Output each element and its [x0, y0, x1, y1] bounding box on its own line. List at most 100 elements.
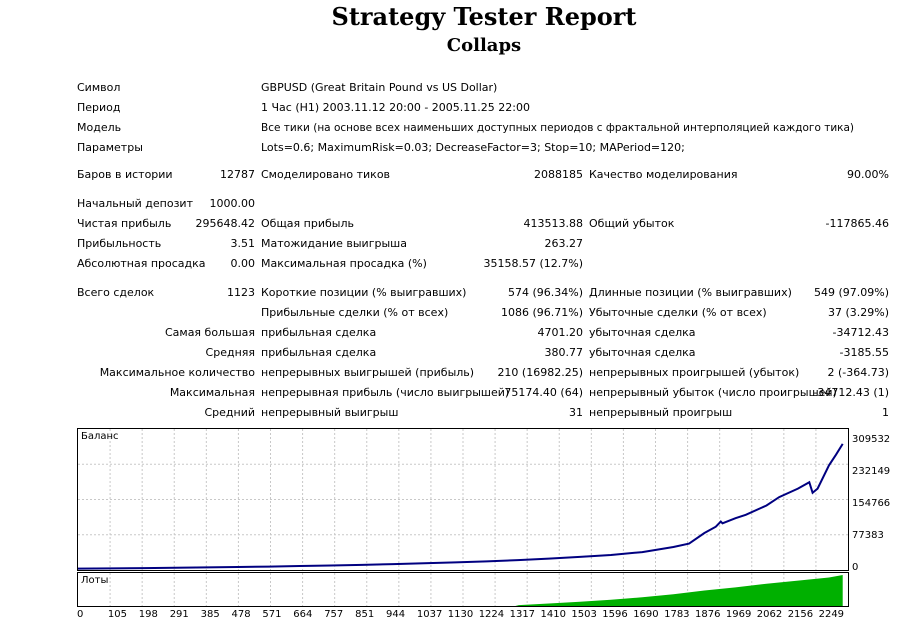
max-consecutive-wins-label: непрерывных выигрышей (прибыль) [261, 366, 475, 379]
x-axis-tick-label: 1783 [664, 609, 690, 620]
short-positions-value: 574 (96.34%) [507, 286, 583, 299]
lots-area [78, 575, 843, 606]
avg-consecutive-wins-value: 31 [569, 406, 583, 419]
x-axis-tick-label: 1037 [416, 609, 443, 620]
short-positions-label: Короткие позиции (% выигравших) [261, 286, 467, 299]
profit-trades-value: 1086 (96.71%) [500, 306, 583, 319]
abs-drawdown-label: Абсолютная просадка [77, 257, 206, 270]
net-profit-label: Чистая прибыль [77, 217, 172, 230]
x-axis-tick-label: 0 [77, 609, 84, 620]
gross-profit-label: Общая прибыль [261, 217, 354, 230]
gross-loss-value: -117865.46 [825, 217, 889, 230]
balance-chart-plot [78, 429, 848, 570]
maximal-profit-value: 75174.40 (64) [504, 386, 583, 399]
average-profit-value: 380.77 [544, 346, 584, 359]
x-axis-tick-label: 2249 [818, 609, 845, 620]
symbol-label: Символ [77, 81, 121, 94]
expected-payoff-label: Матожидание выигрыша [261, 237, 407, 250]
x-axis-tick-label: 757 [324, 609, 344, 620]
gross-profit-value: 413513.88 [523, 217, 584, 230]
model-value: Все тики (на основе всех наименьших дост… [261, 122, 855, 134]
net-profit-value: 295648.42 [195, 217, 256, 230]
total-trades-value: 1123 [227, 286, 255, 299]
x-axis-tick-label: 105 [107, 609, 127, 620]
x-axis-tick-label: 571 [262, 609, 282, 620]
balance-ytick: 0 [852, 562, 859, 573]
total-trades-label: Всего сделок [77, 286, 155, 299]
loss-trades-value: 37 (3.29%) [827, 306, 889, 319]
largest-profit-label: прибыльная сделка [261, 326, 377, 339]
x-axis-tick-label: 198 [138, 609, 158, 620]
average-consecutive-label: Средний [204, 406, 255, 419]
max-consecutive-losses-value: 2 (-364.73) [827, 366, 889, 379]
period-label: Период [77, 101, 121, 114]
model-label: Модель [77, 121, 122, 134]
x-axis-tick-label: 1224 [478, 609, 505, 620]
x-axis-tick-label: 1130 [447, 609, 474, 620]
max-drawdown-value: 35158.57 (12.7%) [483, 257, 583, 270]
avg-consecutive-wins-label: непрерывный выигрыш [261, 406, 399, 419]
bars-label: Баров в истории [77, 168, 173, 181]
profit-factor-value: 3.51 [230, 237, 256, 250]
deposit-label: Начальный депозит [77, 197, 193, 210]
x-axis-tick-label: 1876 [695, 609, 721, 620]
expected-payoff-value: 263.27 [544, 237, 584, 250]
report-subtitle: Collaps [446, 35, 522, 56]
max-consecutive-wins-value: 210 (16982.25) [497, 366, 583, 379]
average-profit-label: прибыльная сделка [261, 346, 377, 359]
x-axis-tick-label: 1690 [633, 609, 659, 620]
profit-trades-label: Прибыльные сделки (% от всех) [261, 306, 449, 319]
x-axis-tick-label: 1410 [540, 609, 566, 620]
profit-factor-label: Прибыльность [77, 237, 162, 250]
loss-trades-label: Убыточные сделки (% от всех) [589, 306, 767, 319]
x-axis-tick-label: 1969 [725, 609, 752, 620]
largest-label: Самая большая [164, 326, 255, 339]
average-loss-value: -3185.55 [839, 346, 889, 359]
balance-ytick: 154766 [852, 498, 891, 509]
largest-loss-label: убыточная сделка [589, 326, 696, 339]
lots-chart-plot [78, 573, 843, 606]
lots-chart-title: Лоты [81, 575, 109, 586]
largest-profit-value: 4701.20 [537, 326, 584, 339]
maximal-label: Максимальная [169, 386, 255, 399]
lots-chart: Лоты [77, 572, 849, 607]
maximal-profit-label: непрерывная прибыль (число выигрышей) [261, 386, 510, 399]
average-loss-label: убыточная сделка [589, 346, 696, 359]
balance-chart-title: Баланс [81, 431, 119, 442]
balance-ytick: 232149 [852, 466, 891, 477]
abs-drawdown-value: 0.00 [230, 257, 256, 270]
quality-label: Качество моделирования [589, 168, 738, 181]
params-value: Lots=0.6; MaximumRisk=0.03; DecreaseFact… [261, 141, 685, 154]
balance-ytick: 77383 [852, 530, 884, 541]
x-axis-tick-label: 664 [293, 609, 313, 620]
avg-consecutive-losses-label: непрерывный проигрыш [589, 406, 733, 419]
params-label: Параметры [77, 141, 143, 154]
x-axis-tick-label: 2156 [787, 609, 814, 620]
long-positions-label: Длинные позиции (% выигравших) [589, 286, 792, 299]
symbol-value: GBPUSD (Great Britain Pound vs US Dollar… [261, 81, 498, 94]
quality-value: 90.00% [847, 168, 889, 181]
x-axis-tick-label: 851 [355, 609, 375, 620]
gross-loss-label: Общий убыток [589, 217, 675, 230]
ticks-label: Смоделировано тиков [261, 168, 391, 181]
largest-loss-value: -34712.43 [832, 326, 889, 339]
x-axis-tick-label: 1596 [602, 609, 628, 620]
x-axis-tick-label: 2062 [756, 609, 783, 620]
avg-consecutive-losses-value: 1 [882, 406, 889, 419]
balance-chart: Баланс [77, 428, 849, 571]
balance-ytick: 309532 [852, 434, 891, 445]
maximal-loss-label: непрерывный убыток (число проигрышей) [589, 386, 837, 399]
bars-value: 12787 [220, 168, 255, 181]
max-consecutive-losses-label: непрерывных проигрышей (убыток) [589, 366, 800, 379]
ticks-value: 2088185 [534, 168, 583, 181]
period-value: 1 Час (H1) 2003.11.12 20:00 - 2005.11.25… [261, 101, 530, 114]
x-axis-tick-label: 944 [386, 609, 406, 620]
average-label: Средняя [205, 346, 255, 359]
x-axis-tick-label: 291 [169, 609, 189, 620]
x-axis-tick-label: 478 [231, 609, 251, 620]
balance-line [78, 443, 844, 570]
max-drawdown-label: Максимальная просадка (%) [261, 257, 427, 270]
x-axis-tick-label: 1503 [571, 609, 597, 620]
x-axis-tick-label: 385 [200, 609, 220, 620]
max-consecutive-label: Максимальное количество [99, 366, 255, 379]
